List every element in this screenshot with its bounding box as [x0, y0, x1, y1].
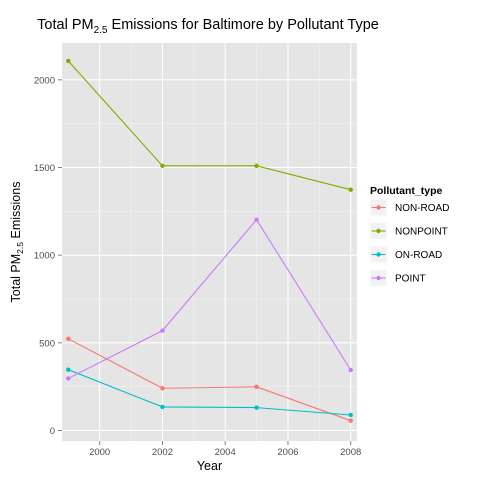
x-tick-label: 2006 [277, 447, 298, 458]
legend-key-point-point [376, 275, 381, 281]
data-point-non-road [254, 384, 259, 390]
y-tick-label: 500 [39, 338, 55, 349]
legend-label-on-road: ON-ROAD [395, 250, 442, 261]
legend: Pollutant_type NON-ROAD NONPOINT ON-ROAD PO… [369, 185, 449, 287]
series-lines [67, 60, 352, 422]
chart-title-subscript: 2.5 [94, 25, 108, 36]
y-tick-label: 1500 [34, 163, 55, 174]
legend-key-point-nonpoint [376, 228, 381, 234]
legend-label-non-road: NON-ROAD [395, 203, 449, 214]
data-point-on-road [348, 412, 353, 418]
data-point-nonpoint [160, 163, 165, 169]
data-point-point [66, 376, 71, 381]
data-point-on-road [160, 404, 165, 410]
data-point-non-road [348, 418, 353, 423]
grid-major [62, 43, 357, 441]
series-line-point [68, 218, 352, 379]
legend-item-nonpoint: NONPOINT [369, 222, 448, 240]
legend-key-point-on-road [376, 252, 381, 257]
x-tick-label: 2002 [152, 447, 173, 458]
series-points [66, 58, 353, 423]
y-tick-label: 2000 [34, 75, 55, 86]
y-axis-title-subscript: 2.5 [15, 242, 25, 254]
chart-title-rest: Emissions for Baltimore by Pollutant Typ… [108, 17, 379, 33]
x-tick-label: 2008 [340, 447, 361, 458]
grid-minor [62, 43, 357, 441]
data-point-on-road [66, 367, 71, 372]
data-point-point [160, 328, 165, 333]
legend-label-point: POINT [395, 274, 426, 285]
x-tick-label: 2004 [215, 447, 236, 458]
legend-key-point-non-road [376, 205, 381, 210]
legend-items: NON-ROAD NONPOINT ON-ROAD POINT [369, 198, 449, 287]
legend-label-nonpoint: NONPOINT [395, 227, 448, 238]
series-line-on-road [68, 369, 351, 416]
x-axis: 2000 2002 2004 2006 2008 [89, 441, 361, 458]
data-point-nonpoint [66, 58, 71, 64]
x-tick-label: 2000 [89, 447, 110, 458]
data-point-non-road [160, 386, 165, 391]
legend-title: Pollutant_type [370, 185, 443, 197]
data-point-nonpoint [348, 187, 353, 192]
data-point-point [348, 367, 353, 373]
data-point-point [254, 217, 259, 222]
x-axis-title: Year [197, 459, 222, 473]
series-line-nonpoint [67, 60, 351, 191]
chart-title-main: Total PM [37, 17, 93, 33]
y-tick-label: 0 [50, 426, 55, 437]
y-axis-title-rest: Emissions [9, 182, 23, 242]
data-point-on-road [254, 405, 259, 410]
data-point-non-road [66, 336, 71, 341]
series-line-non-road [68, 338, 351, 422]
legend-item-point: POINT [369, 269, 426, 287]
y-axis: 0 500 1000 1500 2000 [34, 75, 62, 437]
legend-item-on-road: ON-ROAD [369, 245, 442, 264]
chart-title: Total PM2.5 Emissions for Baltimore by P… [37, 17, 379, 36]
y-axis-title-main: Total PM [9, 254, 23, 303]
data-point-nonpoint [254, 163, 259, 169]
y-axis-title: Total PM2.5 Emissions [9, 182, 25, 303]
y-tick-label: 1000 [34, 251, 55, 262]
legend-item-non-road: NON-ROAD [369, 198, 449, 217]
